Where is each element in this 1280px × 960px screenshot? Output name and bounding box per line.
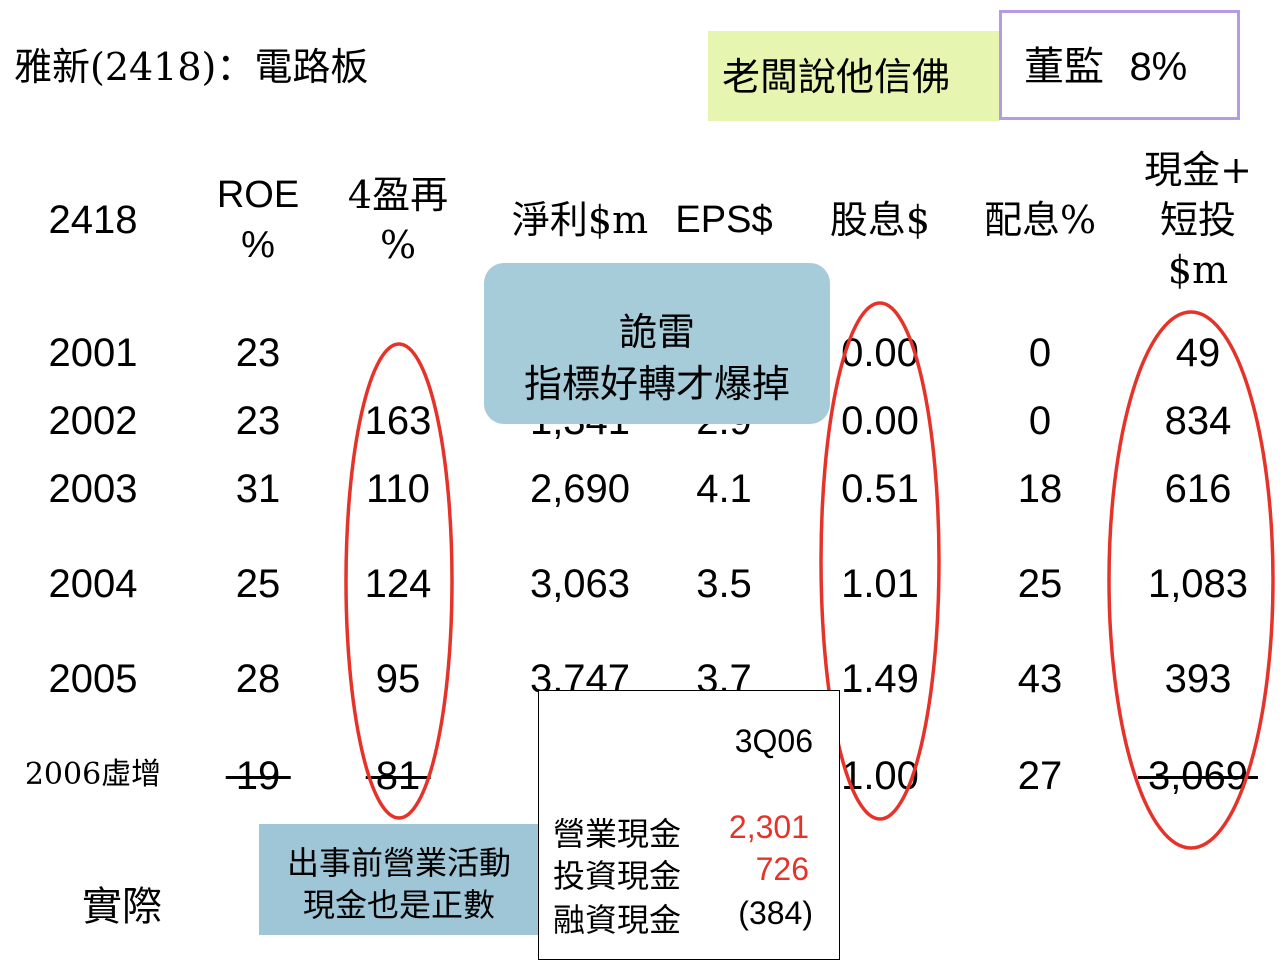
table-cell: 25 (1017, 562, 1063, 606)
table-cell: 25 (235, 562, 281, 606)
table-cell: 23 (235, 399, 281, 443)
owner-note-box (708, 31, 1000, 121)
cash-flow-box: 3Q06 營業現金 2,301 投資現金 726 融資現金 (384) (538, 690, 840, 960)
table-cell: 110 (366, 467, 430, 511)
table-cell: 0 (1028, 399, 1052, 443)
table-cell: 393 (1164, 657, 1232, 701)
cash-flow-label-2: 融資現金 (553, 901, 682, 939)
table-cell: 124 (364, 562, 432, 606)
table-cell: 49 (1175, 331, 1221, 375)
table-cell: 616 (1164, 467, 1232, 511)
cash-flow-label-1: 投資現金 (553, 857, 682, 895)
row-year: 2005 (48, 657, 138, 701)
table-cell: 27 (1017, 754, 1063, 798)
cash-flow-value-0: 2,301 (728, 809, 809, 845)
cash-callout-line2: 現金也是正數 (302, 886, 495, 924)
table-cell: 18 (1017, 467, 1063, 511)
oval-reinvest (344, 342, 454, 820)
table-cell: 4.1 (696, 467, 752, 511)
table-corner: 2418 (48, 198, 138, 242)
column-header: 股息$ (829, 198, 931, 242)
table-cell: 3.5 (696, 562, 752, 606)
table-cell: 31 (235, 467, 281, 511)
table-cell: 1,083 (1147, 562, 1249, 606)
row-year: 2003 (48, 467, 138, 511)
column-header: 現金+ 短投 $m (1144, 148, 1252, 293)
oval-dividend (819, 301, 941, 821)
table-cell: 95 (375, 657, 421, 701)
cash-callout-line1: 出事前營業活動 (286, 844, 511, 882)
table-cell: 163 (364, 399, 432, 443)
column-header: ROE % (216, 174, 300, 267)
table-cell: 1.01 (841, 562, 919, 606)
table-cell: 0 (1028, 331, 1052, 375)
trap-callout-line1: 詭雷 (618, 310, 695, 354)
row-year: 2004 (48, 562, 138, 606)
table-cell: 28 (235, 657, 281, 701)
actual-label: 實際 (82, 884, 162, 930)
director-holding-box (999, 10, 1240, 120)
table-cell: 0.51 (841, 467, 919, 511)
cash-flow-label-0: 營業現金 (553, 815, 682, 853)
column-header: 淨利$m (511, 198, 649, 242)
row-year: 2006虛增 (24, 757, 162, 792)
row-year: 2002 (48, 399, 138, 443)
table-cell: 2,690 (529, 467, 631, 511)
cash-flow-value-1: 726 (755, 851, 809, 887)
column-header: 4盈再 % (347, 173, 449, 268)
column-header: 配息% (983, 198, 1097, 242)
row-year: 2001 (48, 331, 138, 375)
cash-callout: 出事前營業活動 現金也是正數 (259, 824, 539, 935)
table-cell: 0.00 (841, 399, 919, 443)
cash-flow-period: 3Q06 (734, 723, 813, 759)
director-holding-value: 8% (1129, 45, 1188, 89)
owner-note: 老闆說他信佛 (722, 55, 951, 99)
table-cell: 43 (1017, 657, 1063, 701)
table-cell: 23 (235, 331, 281, 375)
page-title: 雅新(2418)：電路板 (14, 45, 369, 89)
table-cell: 3,069 (1137, 754, 1259, 798)
director-holding-label: 董監 (1024, 44, 1104, 90)
cash-flow-value-2: (384) (738, 895, 813, 931)
column-header: EPS$ (675, 199, 773, 241)
director-holding: 董監 8% (1024, 34, 1187, 92)
table-cell: 81 (365, 754, 430, 798)
table-cell: 834 (1164, 399, 1232, 443)
table-cell: 3,063 (529, 562, 631, 606)
trap-callout: 詭雷 指標好轉才爆掉 (484, 263, 830, 424)
trap-callout-line2: 指標好轉才爆掉 (523, 362, 790, 406)
table-cell: 0.00 (841, 331, 919, 375)
table-cell: 19 (225, 754, 290, 798)
oval-cash (1107, 310, 1275, 850)
table-cell: 1.49 (841, 657, 919, 701)
